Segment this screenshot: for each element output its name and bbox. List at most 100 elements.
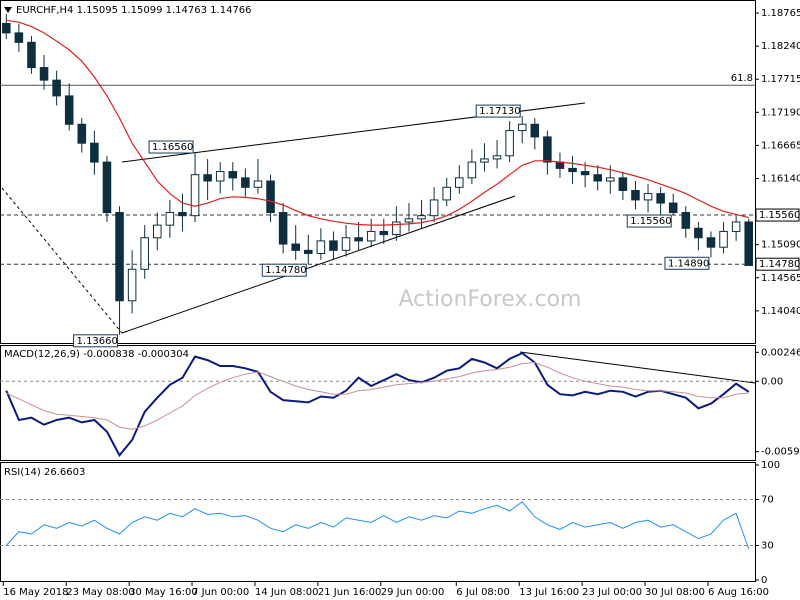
- x-tick-label: 30 May 16:00: [129, 587, 198, 598]
- x-tick-label: 13 Jul 16:00: [519, 587, 579, 598]
- price-label-box: [73, 334, 119, 348]
- candle-body: [694, 227, 703, 239]
- indicator-line: [5, 501, 750, 550]
- x-tick-label: 6 Jul 08:00: [456, 587, 510, 598]
- level-label: 1.14780: [759, 259, 800, 270]
- candle-body: [505, 130, 514, 157]
- candle-body: [39, 67, 49, 81]
- price-panel: [0, 0, 756, 344]
- price-label: 1.14780: [265, 265, 306, 276]
- candle-body: [681, 212, 691, 229]
- candle-body: [14, 32, 24, 43]
- candle-body: [90, 142, 99, 163]
- x-tick-label: 6 Aug 16:00: [708, 587, 769, 598]
- rsi-title: RSI(14) 26.6603: [4, 467, 85, 478]
- candle-body: [178, 212, 187, 217]
- candle-body: [153, 224, 162, 239]
- candle-body: [291, 243, 300, 251]
- macd-title: MACD(12,26,9) -0.000838 -0.000304: [4, 349, 189, 360]
- y-tick-label: 70: [761, 495, 774, 506]
- candle-body: [593, 174, 602, 182]
- candle-body: [2, 22, 11, 34]
- candle-body: [555, 161, 565, 169]
- price-label-box: [148, 140, 194, 154]
- level-box: [755, 208, 800, 222]
- y-tick-label: 1.14040: [761, 306, 800, 317]
- price-label: 1.16560: [152, 142, 193, 153]
- candle-body: [492, 155, 502, 160]
- candle-body: [127, 268, 137, 302]
- candle-body: [165, 212, 175, 226]
- candle-body: [190, 174, 200, 217]
- y-tick-label: 1.18240: [761, 41, 800, 52]
- candle-body: [517, 123, 527, 132]
- candle-body: [228, 171, 238, 179]
- symbol-title: EURCHF,H4 1.15095 1.15099 1.14763 1.1476…: [16, 5, 252, 16]
- candle-body: [706, 237, 716, 248]
- candle-body: [417, 215, 426, 220]
- candle-body: [27, 41, 36, 69]
- indicator-line: [6, 361, 749, 430]
- candle-body: [455, 177, 464, 188]
- candle-body: [64, 95, 74, 125]
- candle-body: [278, 212, 288, 245]
- candle-body: [304, 249, 313, 254]
- candle-body: [668, 202, 678, 214]
- y-tick-label: 1.14565: [761, 273, 800, 284]
- y-tick-label: 1.16140: [761, 173, 800, 184]
- y-tick-label: 0: [761, 575, 767, 586]
- macd-trend-line: [519, 351, 756, 384]
- candle-body: [241, 177, 250, 188]
- candle-body: [102, 161, 112, 214]
- y-tick-label: 1.18765: [761, 8, 800, 19]
- candle-body: [618, 177, 628, 191]
- candle-body: [429, 199, 439, 217]
- indicator-line: [5, 351, 750, 458]
- price-label: 1.17130: [479, 106, 520, 117]
- rsi-panel: [0, 462, 756, 582]
- x-tick-label: 30 Jul 08:00: [645, 587, 705, 598]
- y-tick-label: 0.002463: [761, 347, 800, 358]
- candle-body: [731, 221, 741, 232]
- candle-body: [329, 240, 338, 251]
- x-tick-label: 21 Jun 16:00: [318, 587, 382, 598]
- candle-body: [404, 218, 414, 223]
- candle-body: [631, 189, 640, 201]
- candle-body: [606, 177, 615, 182]
- candle-body: [543, 136, 552, 163]
- candle-body: [77, 123, 87, 144]
- candle-body: [140, 237, 149, 270]
- y-tick-label: -0.005992: [761, 447, 800, 458]
- candle-body: [580, 171, 590, 176]
- fib-label: 61.8: [731, 73, 753, 84]
- candle-body: [568, 167, 577, 173]
- candle-body: [253, 180, 263, 188]
- price-label-box: [475, 104, 521, 118]
- y-tick-label: 1.16665: [761, 140, 800, 151]
- x-tick-label: 16 May 2018: [3, 587, 68, 598]
- candle-body: [530, 123, 540, 138]
- level-label: 1.15560: [759, 210, 800, 221]
- trend-line: [1, 187, 123, 334]
- candle-body: [366, 230, 376, 242]
- level-box: [755, 257, 800, 271]
- candle-body: [744, 221, 753, 266]
- candle-body: [379, 230, 389, 236]
- candle-body: [480, 158, 489, 163]
- candle-body: [215, 171, 225, 182]
- y-tick-label: 0.00: [761, 376, 783, 387]
- x-tick-label: 14 Jun 08:00: [255, 587, 319, 598]
- price-label: 1.14890: [668, 258, 709, 269]
- candle-body: [203, 174, 212, 182]
- moving-average: [6, 19, 749, 226]
- x-tick-label: 7 Jun 00:00: [192, 587, 249, 598]
- price-label-box: [626, 214, 672, 228]
- candle-body: [341, 237, 351, 251]
- candle-body: [354, 237, 363, 242]
- price-label: 1.15560: [630, 216, 671, 227]
- candle-body: [266, 180, 275, 214]
- candle-body: [115, 212, 124, 302]
- candle-body: [467, 161, 477, 179]
- price-label-box: [664, 256, 710, 270]
